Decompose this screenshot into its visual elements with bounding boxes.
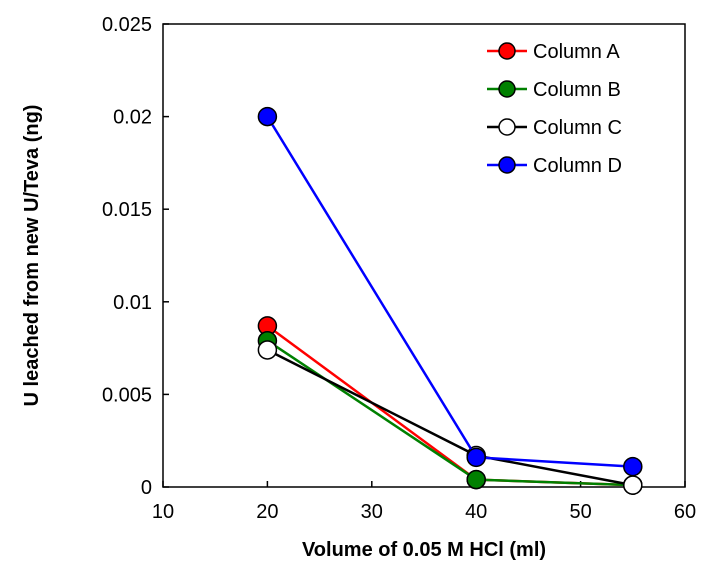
data-point — [257, 106, 278, 127]
data-point — [466, 447, 486, 468]
plot-frame — [162, 23, 686, 488]
y-tick-label: 0.02 — [113, 107, 152, 129]
data-point — [466, 469, 486, 490]
y-tick-label: 0.01 — [113, 292, 152, 314]
legend-marker — [498, 42, 516, 60]
legend-marker — [498, 80, 516, 98]
x-tick-label: 60 — [674, 501, 696, 523]
legend: Column A Column B Column C Column D — [487, 41, 622, 177]
y-tick-label: 0.005 — [102, 384, 152, 406]
data-point — [623, 456, 643, 477]
series-layer — [257, 106, 643, 495]
x-tick-label: 20 — [256, 501, 278, 523]
legend-marker — [498, 156, 516, 174]
x-tick-label: 40 — [465, 501, 487, 523]
legend-marker — [498, 118, 516, 136]
legend-item: Column C — [487, 117, 622, 139]
x-axis-title: Volume of 0.05 M HCl (ml) — [302, 539, 546, 561]
y-tick-label: 0.015 — [102, 199, 152, 221]
x-tick-label: 30 — [361, 501, 383, 523]
legend-item: Column D — [487, 155, 622, 177]
legend-item: Column A — [487, 41, 620, 63]
y-axis: 0 0.005 0.01 0.015 0.02 0.025 — [102, 14, 169, 499]
y-axis-title: U leached from new U/Teva (ng) — [21, 105, 43, 407]
y-tick-label: 0 — [141, 477, 152, 499]
legend-label: Column B — [533, 79, 621, 101]
series-3 — [257, 340, 643, 495]
series-line — [266, 348, 634, 487]
legend-label: Column C — [533, 117, 622, 139]
legend-label: Column D — [533, 155, 622, 177]
legend-item: Column B — [487, 79, 621, 101]
legend-label: Column A — [533, 41, 620, 63]
plot-area — [162, 23, 686, 488]
y-tick-label: 0.025 — [102, 14, 152, 36]
x-tick-label: 10 — [152, 501, 174, 523]
series-1 — [257, 316, 643, 495]
x-tick-label: 50 — [569, 501, 591, 523]
data-point — [257, 340, 278, 360]
data-point — [623, 475, 643, 495]
series-4 — [257, 106, 643, 477]
